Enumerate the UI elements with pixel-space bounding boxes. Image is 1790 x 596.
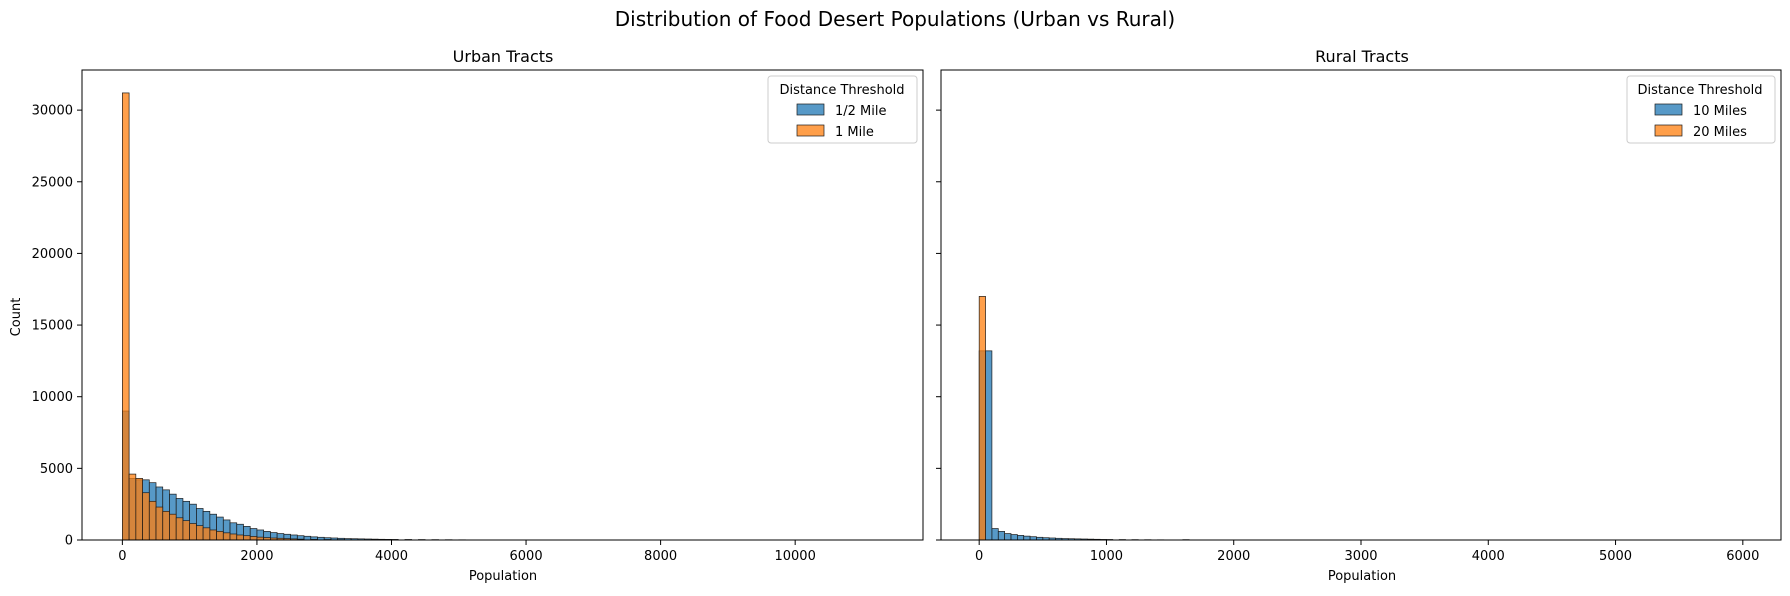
urban-xtick-label-1: 2000 [240, 549, 273, 564]
urban-bar-2-15 [223, 533, 230, 540]
urban-legend-label-1: 1/2 Mile [835, 104, 887, 119]
urban-bar-2-1 [129, 474, 136, 540]
rural-xtick-label-2: 2000 [1217, 549, 1250, 564]
urban-bar-2-8 [176, 518, 183, 540]
rural-bar-1-1 [986, 351, 992, 540]
urban-ytick-label-5: 25000 [32, 175, 73, 190]
urban-bar-2-3 [143, 493, 150, 540]
rural-bar-1-2 [992, 529, 998, 540]
rural-bars [979, 296, 1189, 540]
urban-legend-label-2: 1 Mile [835, 125, 874, 140]
urban-xtick-label-3: 6000 [510, 549, 543, 564]
rural-bar-1-7 [1024, 536, 1030, 540]
rural-xtick-label-4: 4000 [1472, 549, 1505, 564]
rural-legend-swatch-1 [1655, 104, 1682, 115]
rural-legend: Distance Threshold 10 Miles 20 Miles [1627, 76, 1775, 143]
urban-legend: Distance Threshold 1/2 Mile 1 Mile [768, 76, 917, 143]
urban-xtick-label-2: 4000 [375, 549, 408, 564]
urban-legend-swatch-2 [797, 125, 824, 136]
urban-ytick-label-6: 30000 [32, 104, 73, 119]
urban-bar-2-10 [190, 524, 197, 540]
panel-urban: Urban Tracts Count Population 0 2000 4000 6… [9, 47, 923, 584]
urban-bar-2-16 [230, 534, 237, 540]
urban-ytick-label-2: 10000 [32, 390, 73, 405]
urban-bar-2-6 [163, 511, 170, 540]
rural-ticks: 0 1000 2000 3000 4000 5000 6000 [936, 110, 1759, 564]
rural-legend-label-1: 10 Miles [1693, 104, 1747, 119]
rural-xtick-label-0: 0 [975, 549, 983, 564]
urban-ylabel: Count [9, 298, 24, 337]
urban-ytick-label-0: 0 [65, 534, 73, 549]
urban-bar-2-19 [250, 536, 257, 540]
rural-bar-1-5 [1011, 535, 1017, 540]
urban-bar-2-17 [237, 535, 244, 540]
rural-xtick-label-3: 3000 [1344, 549, 1377, 564]
figure-suptitle: Distribution of Food Desert Populations … [615, 7, 1175, 31]
rural-bar-2-0 [979, 296, 985, 540]
rural-legend-label-2: 20 Miles [1693, 125, 1747, 140]
rural-bar-1-3 [998, 531, 1004, 540]
urban-ytick-label-3: 15000 [32, 319, 73, 334]
urban-bar-2-11 [196, 526, 203, 540]
urban-bars [122, 93, 465, 540]
panel-rural: Rural Tracts Population 0 1000 2000 3000 400… [936, 47, 1781, 584]
urban-legend-title: Distance Threshold [779, 83, 904, 98]
urban-bar-2-14 [217, 531, 224, 540]
urban-xlabel: Population [469, 569, 537, 584]
rural-xtick-label-5: 5000 [1599, 549, 1632, 564]
urban-bar-2-9 [183, 521, 190, 540]
rural-title: Rural Tracts [1315, 47, 1409, 66]
urban-ytick-label-4: 20000 [32, 247, 73, 262]
urban-bar-2-7 [169, 514, 176, 540]
urban-ytick-label-1: 5000 [40, 462, 73, 477]
urban-bar-2-0 [122, 93, 129, 540]
rural-bar-1-4 [1005, 534, 1011, 540]
urban-xtick-label-5: 10000 [774, 549, 815, 564]
rural-bar-1-6 [1017, 535, 1023, 540]
urban-xtick-label-4: 8000 [644, 549, 677, 564]
rural-legend-swatch-2 [1655, 125, 1682, 136]
urban-bar-2-2 [136, 478, 143, 540]
urban-bar-2-5 [156, 507, 163, 540]
rural-xtick-label-1: 1000 [1090, 549, 1123, 564]
urban-legend-swatch-1 [797, 104, 824, 115]
urban-bar-1-27 [304, 536, 311, 540]
urban-xtick-label-0: 0 [118, 549, 126, 564]
urban-bar-2-13 [210, 530, 217, 540]
urban-bar-2-18 [243, 536, 250, 540]
urban-title: Urban Tracts [453, 47, 554, 66]
rural-legend-title: Distance Threshold [1637, 83, 1762, 98]
urban-bar-2-12 [203, 528, 210, 540]
urban-bar-2-4 [149, 501, 156, 540]
rural-xtick-label-6: 6000 [1726, 549, 1759, 564]
rural-xlabel: Population [1328, 569, 1396, 584]
